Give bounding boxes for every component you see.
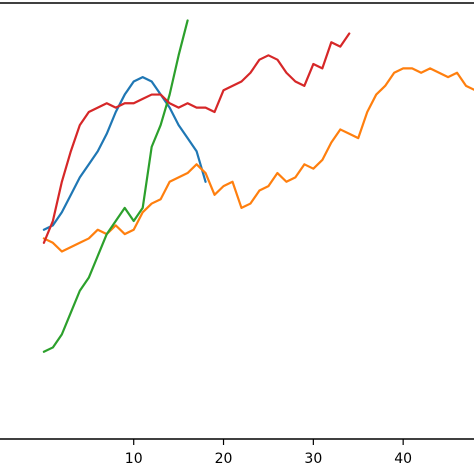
series-line-4: [42, 32, 351, 244]
series-layer: [42, 19, 474, 353]
x-tick-label: 10: [125, 451, 143, 467]
plot-area: [0, 3, 474, 439]
plot-background: [0, 3, 474, 439]
x-tick-label: 30: [304, 451, 322, 467]
x-tick-label: 40: [394, 451, 412, 467]
x-tick-label: 20: [215, 451, 233, 467]
series-line-2: [42, 67, 474, 253]
series-line-3: [42, 19, 189, 353]
series-line-1: [42, 76, 207, 231]
